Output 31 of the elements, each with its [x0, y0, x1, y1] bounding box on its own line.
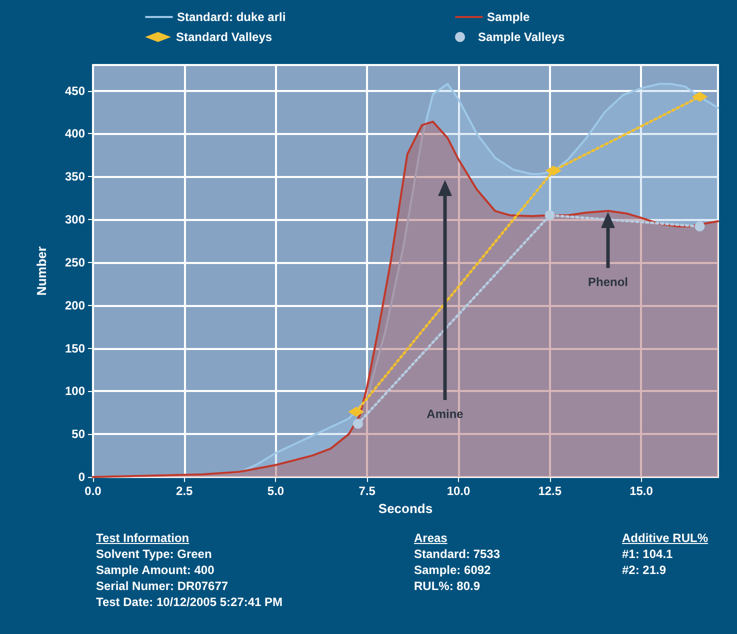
x-tick-label: 7.5: [358, 484, 376, 498]
annotation: Phenol: [588, 275, 628, 289]
y-tick-label: 250: [64, 255, 86, 270]
x-tick-label: 2.5: [176, 484, 194, 498]
y-axis-title: Number: [34, 246, 49, 296]
x-tick-label: 10.0: [446, 484, 470, 498]
x-axis-title: Seconds: [378, 500, 433, 516]
y-tick-label: 0: [78, 470, 86, 484]
x-tick-label: 15.0: [630, 484, 654, 498]
text: Areas Standard: 7533 Sample: 6092 RUL%: 80.9: [414, 530, 502, 595]
y-tick-label: 50: [72, 427, 86, 442]
point: [694, 221, 705, 232]
point: [352, 418, 363, 429]
legend-label: Standard: duke arli: [177, 10, 286, 24]
point: [544, 210, 555, 220]
text: Test Information Solvent Type: Green Sample Amount: 400 Serial Numer: DR07677 Test Date: 10/12/2005 5:27:41 PM: [96, 530, 284, 610]
legend-label: Sample: [487, 10, 530, 24]
x-tick-label: 0.0: [84, 484, 102, 498]
annotation: Amine: [426, 407, 464, 421]
text: Additive RUL% #1: 104.1 #2: 21.9: [622, 530, 710, 579]
y-tick-label: 400: [64, 126, 86, 141]
y-tick-label: 300: [64, 212, 86, 226]
y-tick-label: 350: [64, 170, 86, 184]
y-tick-label: 150: [64, 341, 86, 356]
y-tick-label: 200: [64, 298, 86, 312]
y-tick-label: 100: [64, 384, 86, 398]
x-tick-label: 5.0: [267, 484, 284, 498]
y-tick-label: 450: [64, 84, 86, 98]
x-tick-label: 12.5: [538, 484, 562, 498]
legend-label: Standard Valleys: [176, 30, 272, 44]
legend-label: Sample Valleys: [478, 30, 566, 44]
